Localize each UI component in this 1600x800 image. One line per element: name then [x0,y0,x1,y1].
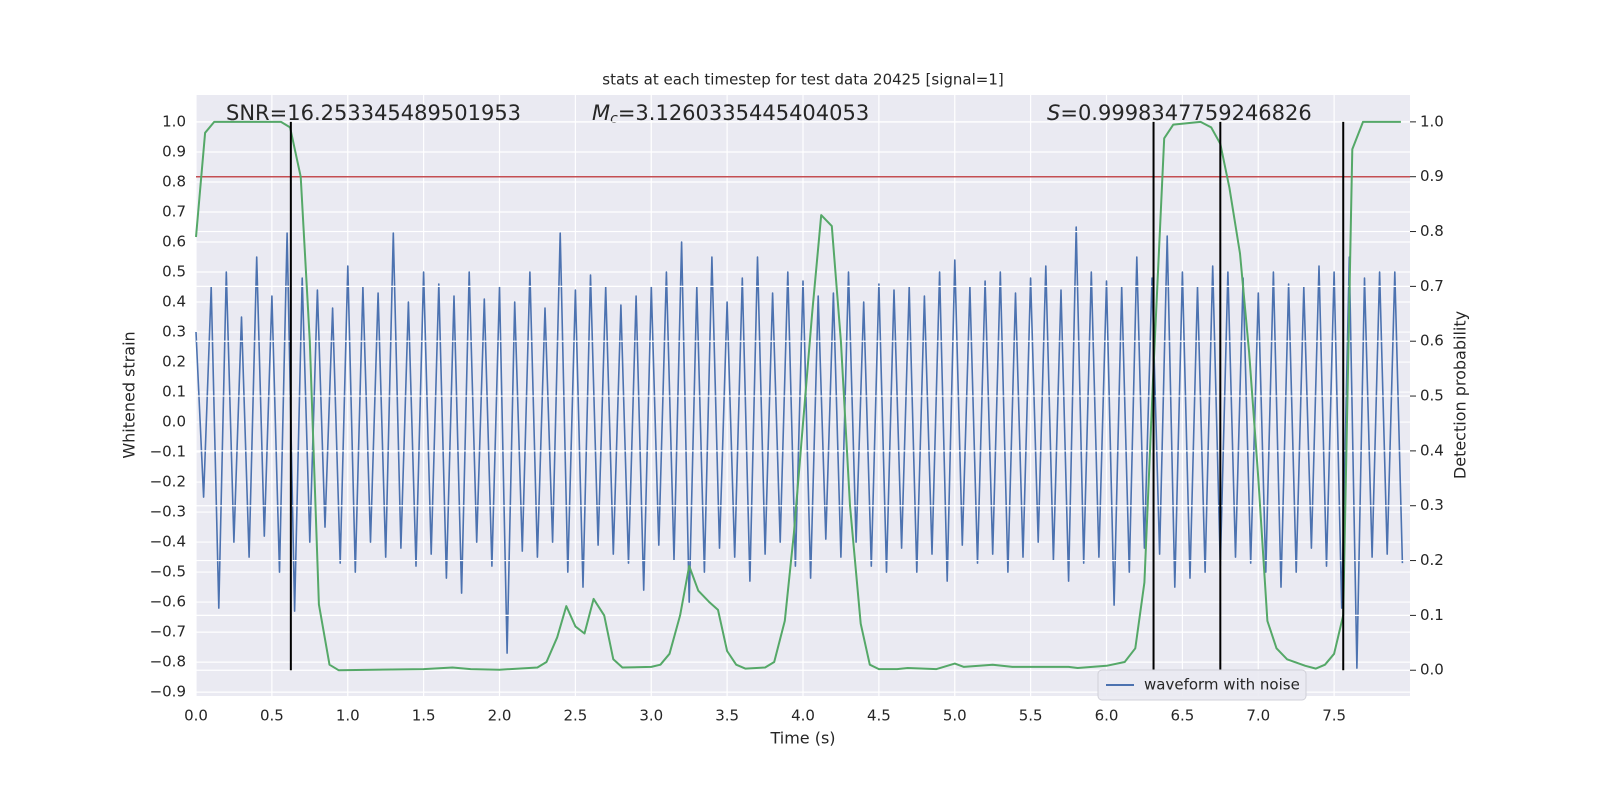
y-tick-label: 0.2 [162,353,186,371]
y-tick-label: 0.7 [162,203,186,221]
y2-tick-label: 0.7 [1420,277,1444,295]
y-tick-label: 0.6 [162,233,186,251]
y2-tick-label: 0.0 [1420,661,1444,679]
annotation-text: =3.1260335445404053 [618,101,869,125]
y2-tick-label: 0.2 [1420,551,1444,569]
y-tick-label: 0.3 [162,323,186,341]
y-tick-label: 0.8 [162,173,186,191]
x-tick-label: 0.5 [260,707,284,725]
legend-box [1097,669,1307,701]
y-tick-label: −0.5 [150,563,186,581]
x-tick-label: 1.5 [412,707,436,725]
x-tick-label: 1.0 [336,707,360,725]
annotation-symbol: M [592,101,610,125]
y-tick-label: 0.0 [162,413,186,431]
y2-axis-label: Detection probability [1451,311,1470,479]
y-tick-label: 0.4 [162,293,186,311]
waveform-line [195,226,1404,669]
y2-tick-label: 0.8 [1420,222,1444,240]
x-tick-label: 2.0 [488,707,512,725]
y2-tick-label: 0.5 [1420,387,1444,405]
y-tick-label: 0.5 [162,263,186,281]
y2-tick-label: 0.9 [1420,167,1444,185]
y-tick-label: −0.7 [150,623,186,641]
y-tick-label: 0.9 [162,143,186,161]
y-tick-label: −0.6 [150,593,186,611]
y-tick-label: 1.0 [162,113,186,131]
y-tick-label: −0.2 [150,473,186,491]
x-tick-label: 7.0 [1246,707,1270,725]
x-tick-label: 7.5 [1322,707,1346,725]
y-tick-label: −0.4 [150,533,186,551]
x-tick-label: 5.5 [1019,707,1043,725]
y2-tick-label: 0.4 [1420,441,1444,459]
y-tick-label: −0.3 [150,503,186,521]
x-tick-label: 5.0 [943,707,967,725]
y-tick-label: 0.1 [162,383,186,401]
y2-tick-label: 0.6 [1420,332,1444,350]
annotation: S=0.9998347759246826 [1047,101,1312,125]
annotation-subscript: c [610,111,618,127]
x-tick-label: 2.5 [563,707,587,725]
y-axis-label: Whitened strain [120,331,139,458]
x-tick-label: 3.0 [639,707,663,725]
annotation-symbol: S [1047,101,1060,125]
y2-tick-label: 1.0 [1420,112,1444,130]
probability-line [195,120,1401,672]
x-tick-label: 6.0 [1095,707,1119,725]
y-tick-label: −0.1 [150,443,186,461]
x-tick-label: 4.5 [867,707,891,725]
annotation: Mc=3.1260335445404053 [592,101,869,127]
x-tick-label: 6.5 [1170,707,1194,725]
annotation-text: =0.9998347759246826 [1060,101,1311,125]
x-tick-label: 3.5 [715,707,739,725]
y-tick-label: −0.9 [150,683,186,701]
x-tick-label: 4.0 [791,707,815,725]
x-axis-label: Time (s) [769,729,835,748]
x-tick-label: 0.0 [184,707,208,725]
legend-label: waveform with noise [1144,676,1300,694]
y2-tick-label: 0.3 [1420,496,1444,514]
y-tick-label: −0.8 [150,653,186,671]
y2-tick-label: 0.1 [1420,606,1444,624]
chart-title: stats at each timestep for test data 204… [602,71,1003,89]
